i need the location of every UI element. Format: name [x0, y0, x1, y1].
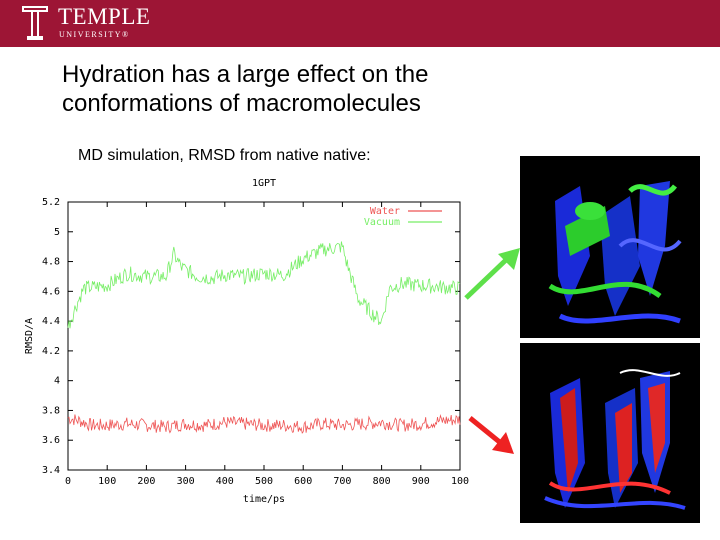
- y-tick-label: 5.2: [42, 197, 60, 208]
- y-tick-label: 5: [54, 227, 60, 238]
- legend-label-water: Water: [370, 206, 400, 217]
- y-tick-label: 3.4: [42, 465, 60, 476]
- x-tick-label: 300: [177, 476, 195, 487]
- rmsd-chart: 1GPT 5.2 5 4.8 4.6 4.4 4.2 4 3.8 3.6 3.4 0 100 200 300…: [24, 178, 469, 505]
- x-axis-label: time/ps: [243, 494, 285, 505]
- green-arrow-icon: [464, 248, 520, 300]
- x-tick-label: 400: [216, 476, 234, 487]
- x-tick-label: 0: [65, 476, 71, 487]
- x-tick-label: 200: [137, 476, 155, 487]
- y-tick-label: 3.8: [42, 405, 60, 416]
- y-tick-label: 4: [54, 376, 60, 387]
- x-tick-label: 900: [412, 476, 430, 487]
- y-tick-label: 4.2: [42, 346, 60, 357]
- slide-subtitle: MD simulation, RMSD from native native:: [78, 147, 371, 164]
- temple-t-logo-icon: [22, 6, 48, 40]
- x-tick-label: 500: [255, 476, 273, 487]
- title-line-2: conformations of macromolecules: [62, 90, 421, 117]
- logo-subtitle: UNIVERSITY®: [59, 30, 130, 39]
- chart-title: 1GPT: [252, 178, 276, 189]
- series-line-water: [67, 414, 461, 434]
- red-arrow-icon: [468, 416, 514, 454]
- logo-name: TEMPLE: [58, 4, 151, 29]
- protein-water-render: [544, 369, 686, 510]
- protein-image-water: [520, 343, 700, 523]
- x-tick-label: 700: [333, 476, 351, 487]
- legend-label-vacuum: Vacuum: [364, 217, 400, 228]
- y-tick-label: 4.8: [42, 257, 60, 268]
- x-tick-label: 100: [98, 476, 116, 487]
- x-tick-label: 100: [451, 476, 469, 487]
- header-banner: TEMPLE UNIVERSITY®: [0, 0, 720, 47]
- slide-title: Hydration has a large effect on the conf…: [62, 60, 662, 118]
- y-tick-label: 4.6: [42, 286, 60, 297]
- title-line-1: Hydration has a large effect on the: [62, 61, 429, 88]
- y-axis-label: RMSD/A: [24, 318, 35, 354]
- protein-image-vacuum: [520, 156, 700, 338]
- x-tick-label: 600: [294, 476, 312, 487]
- series-line-vacuum: [67, 241, 461, 329]
- y-tick-label: 4.4: [42, 316, 60, 327]
- protein-vacuum-render: [548, 181, 682, 324]
- y-tick-label: 3.6: [42, 435, 60, 446]
- x-tick-label: 800: [373, 476, 391, 487]
